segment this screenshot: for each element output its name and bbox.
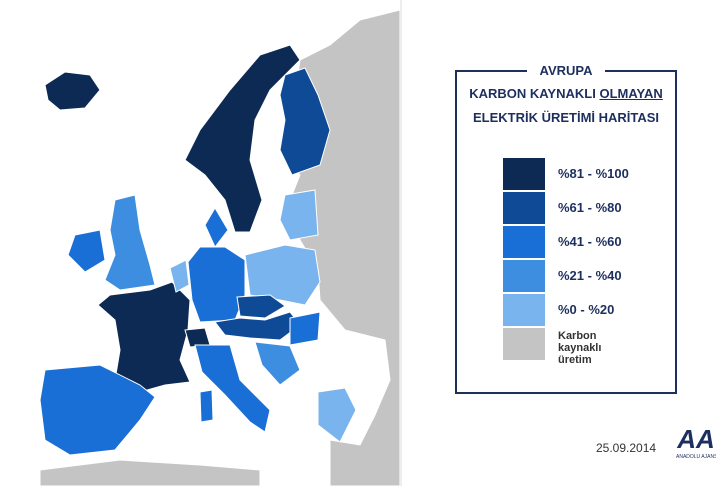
italy [194, 344, 271, 433]
legend-swatch [503, 260, 545, 292]
benelux [169, 259, 190, 293]
north-africa [39, 459, 261, 486]
logo: AA ANADOLU AJANSI [676, 424, 716, 460]
legend-swatch [503, 192, 545, 224]
subtitle: ELEKTRİK ÜRETİMİ HARİTASI [472, 110, 660, 125]
box-border [455, 70, 527, 72]
title: AVRUPA [539, 63, 593, 78]
germany [187, 246, 246, 323]
iceland [44, 71, 101, 111]
legend-label: %21 - %40 [558, 268, 622, 283]
subtitle-part: KARBON KAYNAKLI [469, 86, 596, 101]
denmark [204, 207, 229, 248]
title-box [455, 70, 677, 394]
legend-swatch [503, 226, 545, 258]
legend-swatch [503, 158, 545, 190]
czechia [236, 294, 286, 319]
norway-sweden [184, 44, 301, 233]
romania [289, 311, 321, 346]
logo-mark: AA [677, 424, 715, 454]
logo-name: ANADOLU AJANSI [676, 454, 716, 460]
legend-label: %41 - %60 [558, 234, 622, 249]
legend-label: %61 - %80 [558, 200, 622, 215]
finland [279, 67, 331, 176]
date: 25.09.2014 [596, 441, 657, 455]
legend-label: %0 - %20 [558, 302, 615, 317]
map [39, 0, 402, 486]
legend-swatch [503, 328, 545, 360]
legend-label: %81 - %100 [558, 166, 629, 181]
subtitle: KARBON KAYNAKLI OLMAYAN [455, 86, 677, 101]
switzerland [184, 327, 211, 348]
legend-swatch [503, 294, 545, 326]
ireland [67, 229, 106, 273]
balkans [254, 341, 301, 386]
sardinia [199, 389, 214, 423]
legend-label: Karbon kaynaklı üretim [558, 330, 602, 366]
baltics [279, 189, 319, 241]
box-border [605, 70, 677, 72]
greece [317, 387, 357, 443]
iberia [39, 364, 156, 456]
subtitle-emphasis: OLMAYAN [599, 86, 663, 101]
uk [104, 194, 156, 291]
